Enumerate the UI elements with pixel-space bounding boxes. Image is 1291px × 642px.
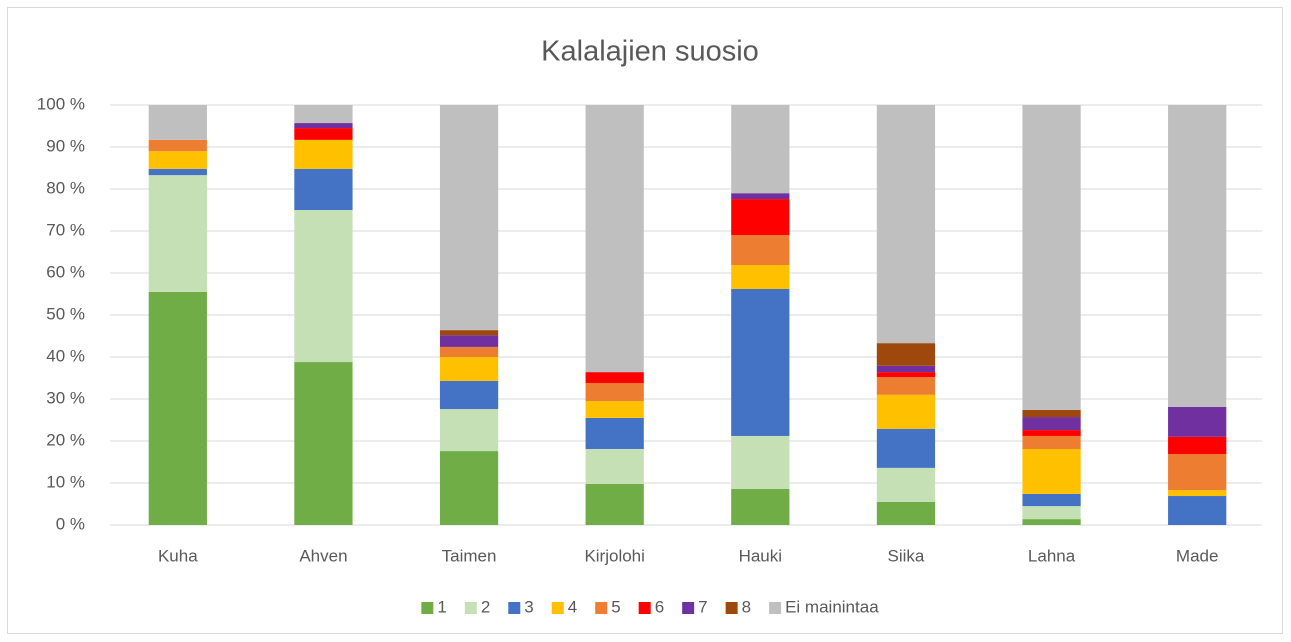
bar-segment	[439, 357, 499, 381]
legend-swatch	[508, 602, 521, 614]
bar-segment	[876, 105, 936, 344]
legend-swatch	[464, 602, 477, 614]
bar-segment	[876, 467, 936, 502]
bar-segment	[1022, 435, 1081, 449]
legend-label: Ei mainintaa	[785, 597, 879, 616]
y-tick-label: 50 %	[46, 304, 85, 323]
legend-swatch	[725, 602, 738, 614]
bar-segment	[294, 105, 353, 124]
bar-segment	[294, 123, 353, 129]
bar-segment	[1022, 519, 1081, 525]
bar-segment	[1022, 417, 1081, 431]
legend-swatch	[638, 602, 651, 614]
bar-segment	[1022, 105, 1081, 410]
bar-segment	[148, 175, 207, 292]
bar-segment	[294, 128, 353, 140]
x-tick-label: Kirjolohi	[584, 546, 644, 565]
bar-segment	[439, 105, 499, 331]
bar-segment	[731, 265, 790, 289]
bar-segment	[1022, 506, 1081, 520]
bar-segment	[585, 105, 644, 373]
y-tick-label: 0 %	[56, 514, 85, 533]
y-tick-label: 70 %	[46, 220, 85, 239]
bar-segment	[294, 168, 353, 210]
bar-segment	[439, 335, 499, 347]
bar-segment	[731, 235, 790, 266]
bar-segment	[876, 377, 936, 395]
bar-segment	[148, 168, 207, 176]
bar-segment	[294, 210, 353, 363]
y-tick-label: 40 %	[46, 346, 85, 365]
x-tick-label: Kuha	[158, 546, 198, 565]
bar-segment	[148, 105, 207, 140]
bar-segment	[294, 139, 353, 169]
bar-segment	[439, 380, 499, 410]
y-tick-label: 60 %	[46, 262, 85, 281]
bar-segment	[1168, 454, 1227, 491]
bar-segment	[876, 372, 936, 378]
bar-segment	[1022, 430, 1081, 436]
bar-segment	[148, 151, 207, 169]
legend-swatch	[769, 602, 782, 614]
legend-label: 2	[481, 597, 490, 616]
legend-label: 3	[524, 597, 533, 616]
legend-label: 1	[437, 597, 446, 616]
bar-segment	[731, 488, 790, 525]
bar-segment	[148, 139, 207, 152]
bar-segment	[439, 409, 499, 452]
bar-segment	[1168, 105, 1227, 407]
bar-segment	[876, 343, 936, 366]
bar-segment	[876, 365, 936, 373]
bar-segment	[439, 451, 499, 525]
legend-label: 6	[655, 597, 664, 616]
y-tick-label: 20 %	[46, 430, 85, 449]
bar-segment	[876, 428, 936, 468]
x-tick-label: Lahna	[1028, 546, 1076, 565]
bar-segment	[439, 330, 499, 336]
legend-swatch	[551, 602, 564, 614]
bar-segment	[294, 362, 353, 525]
bar-segment	[731, 288, 790, 436]
bar-segment	[585, 372, 644, 384]
legend-swatch	[595, 602, 608, 614]
legend-label: 7	[698, 597, 707, 616]
chart-title: Kalalajien suosio	[541, 36, 759, 68]
bar-segment	[1168, 496, 1227, 525]
legend-swatch	[421, 602, 434, 614]
x-tick-label: Made	[1176, 546, 1219, 565]
bar-segment	[876, 394, 936, 429]
bar-segment	[585, 401, 644, 418]
y-tick-label: 10 %	[46, 472, 85, 491]
y-tick-label: 30 %	[46, 388, 85, 407]
x-tick-label: Ahven	[299, 546, 347, 565]
bar-segment	[1168, 406, 1227, 437]
y-tick-label: 90 %	[46, 136, 85, 155]
x-tick-label: Hauki	[739, 546, 782, 565]
bar-segment	[1022, 409, 1081, 418]
x-tick-label: Taimen	[442, 546, 497, 565]
bar-segment	[585, 383, 644, 402]
bar-segment	[585, 417, 644, 449]
bar-segment	[731, 193, 790, 200]
legend-label: 4	[568, 597, 577, 616]
bar-segment	[1168, 490, 1227, 497]
bar-segment	[1022, 448, 1081, 494]
bar-segment	[1168, 436, 1227, 455]
bar-segment	[731, 105, 790, 194]
bar-segment	[731, 199, 790, 236]
bar-segment	[148, 291, 207, 525]
y-tick-label: 80 %	[46, 178, 85, 197]
bar-segment	[585, 448, 644, 484]
bar-segment	[1022, 493, 1081, 507]
bar-segment	[439, 346, 499, 357]
legend-swatch	[682, 602, 695, 614]
bar-segment	[731, 435, 790, 489]
y-tick-label: 100 %	[37, 94, 85, 113]
x-tick-label: Siika	[888, 546, 925, 565]
legend-label: 8	[742, 597, 751, 616]
legend-label: 5	[611, 597, 620, 616]
bar-segment	[585, 483, 644, 525]
bar-segment	[876, 501, 936, 525]
